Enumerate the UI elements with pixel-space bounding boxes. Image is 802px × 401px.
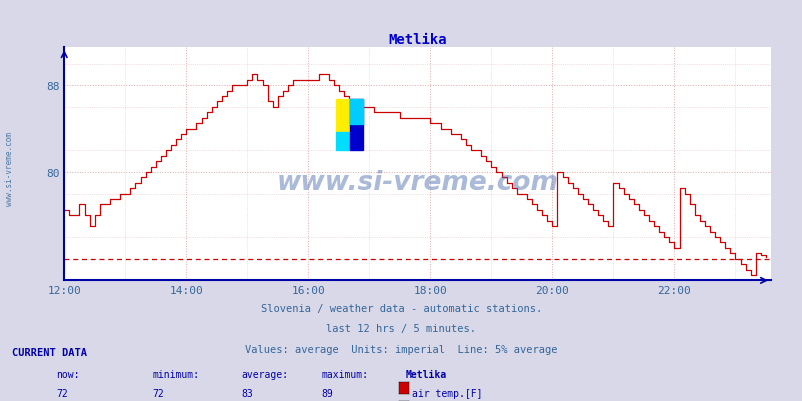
Text: air temp.[F]: air temp.[F] bbox=[411, 388, 482, 398]
Text: www.si-vreme.com: www.si-vreme.com bbox=[5, 132, 14, 205]
Text: last 12 hrs / 5 minutes.: last 12 hrs / 5 minutes. bbox=[326, 324, 476, 334]
Bar bbox=[336, 133, 350, 150]
Bar bbox=[336, 99, 350, 133]
Text: 89: 89 bbox=[321, 388, 333, 398]
Text: Slovenia / weather data - automatic stations.: Slovenia / weather data - automatic stat… bbox=[261, 303, 541, 313]
Text: minimum:: minimum: bbox=[152, 369, 200, 379]
Text: 83: 83 bbox=[241, 388, 253, 398]
Bar bbox=[350, 99, 363, 125]
Text: Metlika: Metlika bbox=[405, 369, 446, 379]
Text: CURRENT DATA: CURRENT DATA bbox=[12, 347, 87, 357]
Text: Values: average  Units: imperial  Line: 5% average: Values: average Units: imperial Line: 5%… bbox=[245, 344, 557, 354]
Text: www.si-vreme.com: www.si-vreme.com bbox=[276, 170, 558, 196]
Text: maximum:: maximum: bbox=[321, 369, 368, 379]
Text: 72: 72 bbox=[56, 388, 68, 398]
Text: 72: 72 bbox=[152, 388, 164, 398]
Text: now:: now: bbox=[56, 369, 79, 379]
Text: average:: average: bbox=[241, 369, 288, 379]
Title: Metlika: Metlika bbox=[387, 33, 447, 47]
Bar bbox=[350, 99, 363, 150]
